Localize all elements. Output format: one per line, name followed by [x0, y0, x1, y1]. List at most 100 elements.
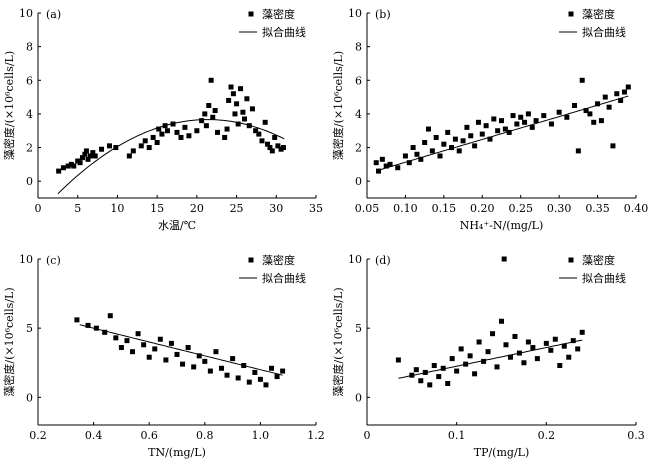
- data-point: [272, 134, 278, 140]
- data-point: [185, 345, 191, 351]
- legend-label-density: 藻密度: [582, 253, 615, 267]
- data-point: [452, 136, 458, 142]
- y-axis-label: 藻密度/(×10⁶cells/L): [2, 51, 16, 160]
- legend-label-fit: 拟合曲线: [262, 25, 306, 39]
- data-point: [530, 345, 536, 351]
- data-point: [253, 128, 259, 134]
- x-tick-label: 5: [74, 202, 81, 215]
- y-tick-label: 5: [26, 322, 33, 335]
- data-point: [425, 126, 431, 132]
- data-point: [583, 108, 589, 114]
- x-tick-label: 0.25: [508, 202, 533, 215]
- data-point: [93, 325, 99, 331]
- data-point: [230, 356, 236, 362]
- data-point: [445, 381, 451, 386]
- data-point: [395, 165, 401, 171]
- data-point: [376, 168, 382, 174]
- data-point: [113, 145, 119, 151]
- data-point: [534, 356, 540, 362]
- data-point: [60, 165, 66, 171]
- data-point: [512, 333, 518, 339]
- data-point: [557, 363, 563, 369]
- data-point: [257, 376, 263, 382]
- data-point: [126, 153, 132, 159]
- data-point: [587, 111, 593, 117]
- data-point: [606, 104, 612, 110]
- data-point: [206, 103, 212, 108]
- data-point: [494, 364, 500, 370]
- x-tick-label: 0: [35, 202, 42, 215]
- data-point: [182, 124, 188, 130]
- data-point: [138, 143, 144, 149]
- x-tick-label: 0.20: [470, 202, 495, 215]
- data-point: [82, 151, 88, 157]
- data-point: [422, 369, 428, 375]
- data-point: [164, 128, 170, 134]
- data-point: [170, 121, 176, 127]
- data-point: [422, 140, 428, 145]
- data-point: [602, 94, 608, 100]
- data-point: [207, 368, 213, 374]
- data-point: [514, 121, 520, 127]
- data-point: [409, 372, 415, 378]
- chart-panel-2: 0.05 0.10 0.15 0.20 0.25 0.30 0.35 0.40 0 2 4 6 8 10 (…: [331, 7, 648, 232]
- data-point: [521, 360, 527, 366]
- data-point: [548, 347, 554, 353]
- data-point: [218, 365, 224, 371]
- data-point: [180, 361, 186, 367]
- data-point: [215, 129, 221, 135]
- data-point: [379, 156, 385, 162]
- data-point: [501, 256, 507, 262]
- data-point: [556, 109, 562, 115]
- data-point: [566, 354, 572, 360]
- y-tick-label: 0: [26, 175, 33, 188]
- data-point: [464, 124, 470, 130]
- data-point: [543, 340, 549, 346]
- data-point: [174, 351, 180, 357]
- x-tick-label: 0.15: [432, 202, 457, 215]
- data-point: [152, 346, 158, 352]
- data-point: [107, 313, 113, 319]
- data-point: [548, 121, 554, 127]
- legend-marker-density: [248, 11, 254, 17]
- data-point: [212, 108, 218, 114]
- x-tick-label: 0.3: [627, 429, 645, 442]
- y-axis-label: 藻密度/(×10⁶cells/L): [2, 287, 16, 396]
- data-point: [441, 141, 447, 147]
- data-point: [154, 140, 160, 145]
- x-tick-label: 30: [269, 202, 283, 215]
- data-point: [252, 369, 258, 375]
- data-point: [440, 365, 446, 371]
- data-point: [199, 118, 205, 124]
- y-tick-label: 10: [19, 7, 33, 20]
- chart-panel-4: 0 0.1 0.2 0.3 0 5 10 (d) TP/(mg/L) 藻密度/(×10⁶cells…: [331, 253, 645, 459]
- data-point: [579, 329, 585, 335]
- y-tick-label: 8: [355, 41, 362, 54]
- legend-label-fit: 拟合曲线: [262, 271, 306, 285]
- data-point: [275, 143, 281, 149]
- legend-marker-density: [568, 257, 574, 263]
- x-tick-label: 0.2: [29, 429, 47, 442]
- data-point: [263, 382, 269, 388]
- x-axis-label: 水温/℃: [158, 219, 196, 232]
- y-tick-label: 6: [355, 74, 362, 87]
- data-point: [224, 372, 230, 378]
- data-point: [208, 77, 214, 83]
- data-point: [418, 378, 424, 384]
- data-point: [249, 106, 255, 112]
- data-point: [572, 103, 578, 108]
- data-point: [575, 148, 581, 154]
- data-point: [475, 119, 481, 125]
- data-point: [406, 160, 412, 166]
- chart-panel-3: 0.2 0.4 0.6 0.8 1.0 1.2 0 5 10 (c) TN/(mg/L) 藻密度/(×…: [2, 253, 325, 459]
- data-point: [79, 155, 85, 161]
- data-point: [614, 91, 620, 97]
- data-point: [429, 148, 435, 154]
- data-point: [431, 363, 437, 369]
- data-point: [240, 109, 246, 115]
- y-tick-label: 2: [355, 142, 362, 155]
- data-point: [83, 148, 89, 154]
- data-point: [552, 336, 558, 342]
- panel-label: (a): [46, 8, 61, 21]
- data-point: [460, 138, 466, 144]
